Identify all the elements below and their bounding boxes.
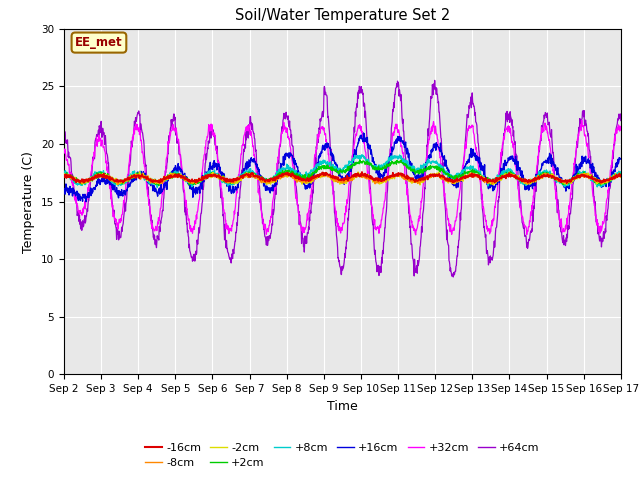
X-axis label: Time: Time (327, 400, 358, 413)
Title: Soil/Water Temperature Set 2: Soil/Water Temperature Set 2 (235, 9, 450, 24)
Text: EE_met: EE_met (75, 36, 123, 49)
Y-axis label: Temperature (C): Temperature (C) (22, 151, 35, 252)
Legend: -16cm, -8cm, -2cm, +2cm, +8cm, +16cm, +32cm, +64cm: -16cm, -8cm, -2cm, +2cm, +8cm, +16cm, +3… (141, 438, 544, 472)
